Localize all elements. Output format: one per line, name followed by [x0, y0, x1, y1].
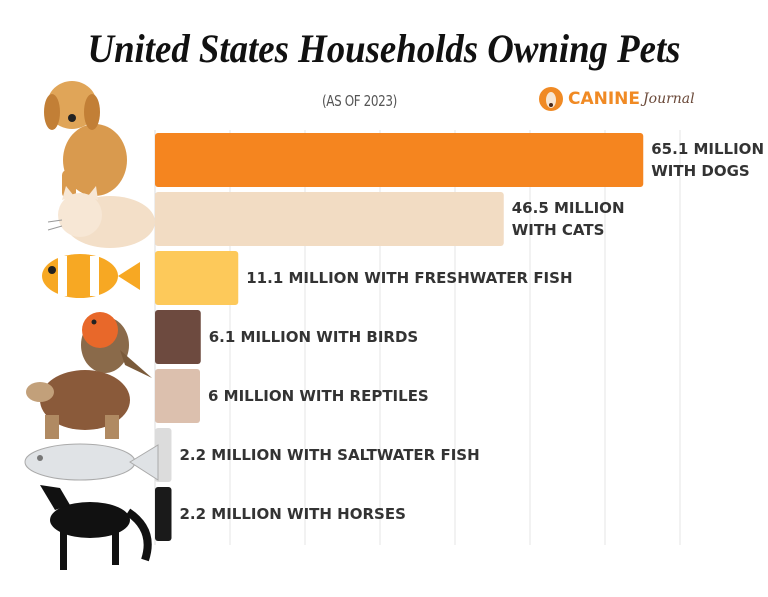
bar-dogs [155, 133, 644, 187]
data-label: 6.1 MILLION WITH BIRDS [209, 328, 418, 346]
bar-cats [155, 192, 504, 246]
clownfish-icon [42, 254, 140, 298]
canine-journal-logo: CANINE Journal [538, 86, 695, 112]
data-label: 46.5 MILLION [512, 199, 625, 217]
data-label: 11.1 MILLION WITH FRESHWATER FISH [246, 269, 572, 287]
dog-icon [44, 81, 127, 198]
robin-icon [81, 312, 152, 378]
data-label: 2.2 MILLION WITH SALTWATER FISH [180, 446, 480, 464]
horse-icon [40, 485, 152, 570]
chart-subtitle: (AS OF 2023) [322, 92, 397, 110]
bar-horses [155, 487, 172, 541]
data-label: 2.2 MILLION WITH HORSES [180, 505, 406, 523]
bar-reptiles [155, 369, 200, 423]
chart-title: United States Households Owning Pets [87, 26, 681, 71]
cat-icon [47, 186, 155, 248]
dog-face-logo-icon [539, 87, 563, 111]
fish-icon [24, 443, 159, 481]
logo-script: Journal [643, 91, 695, 107]
logo-brand: CANINE [568, 89, 641, 109]
bar-freshwater-fish [155, 251, 239, 305]
data-label: 65.1 MILLION [651, 140, 764, 158]
bar-birds [155, 310, 201, 364]
data-label: 6 MILLION WITH REPTILES [208, 387, 429, 405]
data-label: WITH CATS [512, 221, 605, 239]
bar-saltwater-fish [155, 428, 172, 482]
data-label: WITH DOGS [651, 162, 749, 180]
tortoise-icon [26, 370, 130, 439]
